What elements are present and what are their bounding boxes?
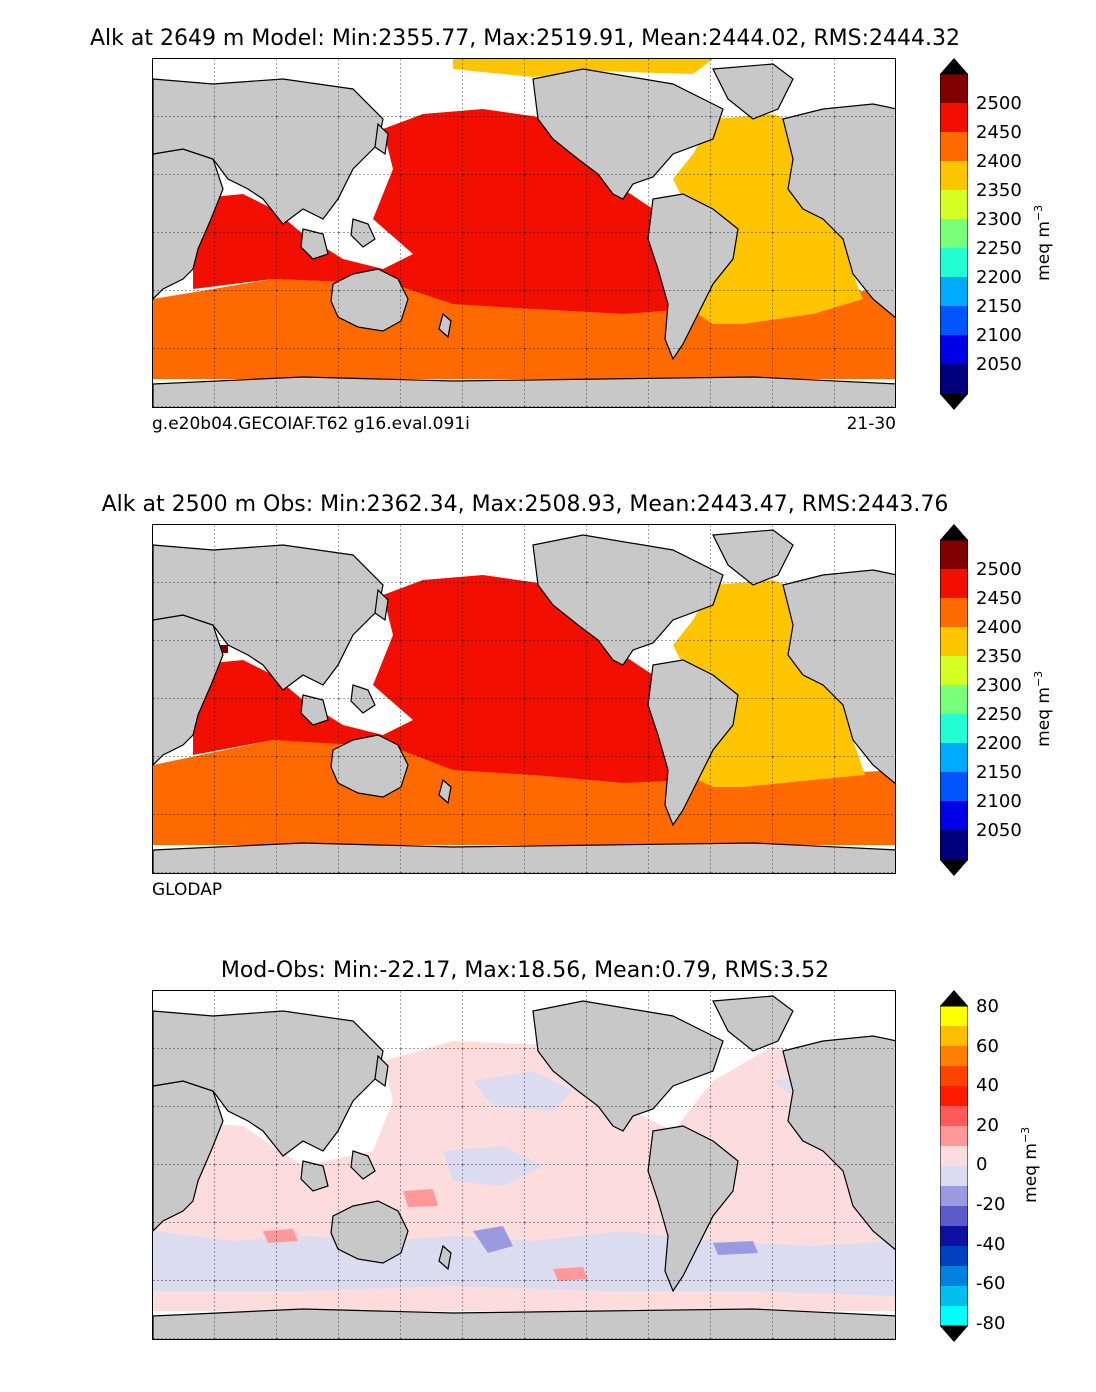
cbar-tick: 2500 [976,93,1022,114]
map-plot [152,524,896,874]
cbar-tick: 2300 [976,209,1022,230]
cbar-tick: -20 [976,1194,1006,1215]
cbar-tick: 2050 [976,354,1022,375]
panel-diff: Mod-Obs: Min:-22.17, Max:18.56, Mean:0.7… [0,932,1096,1392]
cbar-tick: 2250 [976,704,1022,725]
cbar-tick: 2400 [976,617,1022,638]
cbar-tick: 2350 [976,180,1022,201]
colorbar-max-arrow [940,58,968,74]
footer-left: g.e20b04.GECOIAF.T62 g16.eval.091i [152,414,470,434]
cbar-tick: 2050 [976,820,1022,841]
map-plot [152,990,896,1340]
footer-right: 21-30 [846,414,896,434]
colorbar-label: meq m−3 [1032,670,1054,747]
colorbar-min-arrow [940,394,968,410]
map-svg [153,59,895,407]
colorbar-svg [939,58,969,410]
colorbar [939,524,969,876]
cbar-tick: 2250 [976,238,1022,259]
map-svg [153,525,895,873]
map-plot [152,58,896,408]
gridlines [153,525,895,873]
cbar-tick: 2100 [976,325,1022,346]
cbar-tick: 2450 [976,122,1022,143]
cbar-tick: 2300 [976,675,1022,696]
panel-obs: Alk at 2500 m Obs: Min:2362.34, Max:2508… [0,466,1096,926]
cbar-tick: 2400 [976,151,1022,172]
colorbar-svg [939,524,969,876]
gridlines [153,991,895,1339]
panel-model: Alk at 2649 m Model: Min:2355.77, Max:25… [0,0,1096,460]
panel-title: Alk at 2500 m Obs: Min:2362.34, Max:2508… [101,492,949,517]
cbar-tick: 2150 [976,296,1022,317]
cbar-tick: 2100 [976,791,1022,812]
cbar-tick: -40 [976,1234,1006,1255]
cbar-tick: 2450 [976,588,1022,609]
cbar-tick: 2350 [976,646,1022,667]
panel-title: Alk at 2649 m Model: Min:2355.77, Max:25… [89,26,961,51]
cbar-tick: -80 [976,1313,1006,1334]
cbar-tick: 2200 [976,733,1022,754]
colorbar-label: meq m−3 [1032,204,1054,281]
cbar-tick: 20 [976,1115,999,1136]
cbar-tick: 2500 [976,559,1022,580]
footer-left: GLODAP [152,880,223,900]
cbar-tick: 80 [976,996,999,1017]
gridlines [153,59,895,407]
cbar-tick: 2200 [976,267,1022,288]
map-svg [153,991,895,1339]
cbar-tick: 0 [976,1154,988,1175]
colorbar [939,58,969,410]
colorbar-label: meq m−3 [1019,1126,1041,1203]
cbar-tick: 2150 [976,762,1022,783]
cbar-tick: 60 [976,1036,999,1057]
colorbar-svg [939,990,969,1342]
cbar-tick: 40 [976,1075,999,1096]
panel-title: Mod-Obs: Min:-22.17, Max:18.56, Mean:0.7… [220,958,830,983]
cbar-tick: -60 [976,1273,1006,1294]
colorbar [939,990,969,1342]
